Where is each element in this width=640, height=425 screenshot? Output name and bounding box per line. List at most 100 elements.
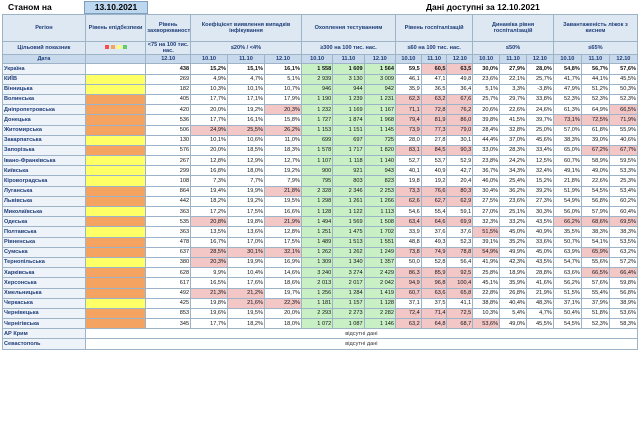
testing-cell: 1 256: [300, 287, 334, 299]
dynamics-cell: 22,1%: [499, 73, 527, 85]
hospital-cell: 65,8: [446, 287, 474, 299]
testing-cell: 1 231: [363, 93, 396, 106]
readiness-swatch: [84, 287, 147, 299]
dynamics-cell: 33,4%: [525, 144, 554, 157]
oxygen-cell: 67,7%: [608, 144, 639, 157]
detection-cell: 19,9%: [227, 256, 265, 269]
target-dynamics: ≤50%: [472, 40, 554, 56]
oxygen-cell: 41,7%: [552, 73, 582, 85]
testing-cell: 1 181: [300, 297, 334, 309]
detection-cell: 20,8%: [190, 216, 229, 228]
readiness-swatch: [84, 185, 147, 197]
dynamics-cell: 43,5%: [525, 256, 554, 269]
dynamics-cell: 33,2%: [499, 216, 527, 228]
table-row: Україна 438 15,2% 15,1% 16,1% 1 558 1 609 1 564…: [2, 63, 639, 75]
testing-cell: 1 072: [300, 318, 334, 330]
oxygen-cell: 54,5%: [552, 318, 582, 330]
date-d2: 11.10: [420, 54, 448, 65]
date-d3: 12.10: [263, 54, 302, 65]
testing-cell: 1 357: [363, 256, 396, 269]
dynamics-cell: 45,5%: [525, 318, 554, 330]
readiness-swatch: [84, 267, 147, 279]
oxygen-cell: 53,6%: [608, 307, 639, 320]
oxygen-cell: 56,8%: [608, 287, 639, 299]
detection-cell: 13,5%: [190, 226, 229, 238]
readiness-swatch: [84, 104, 147, 116]
dynamics-cell: 18,9%: [499, 267, 527, 279]
testing-cell: 944: [332, 83, 365, 95]
incidence-cell: 425: [145, 297, 192, 309]
hospital-cell: 52,8: [420, 256, 448, 269]
incidence-cell: 299: [145, 165, 192, 177]
oxygen-cell: 65,9%: [580, 246, 610, 258]
readiness-swatch: [84, 144, 147, 157]
date-d3: 12.10: [608, 54, 639, 65]
testing-cell: 1 266: [363, 195, 396, 208]
detection-cell: 15,1%: [227, 63, 265, 75]
as-of-date: 13.10.2021: [84, 1, 148, 14]
hospital-cell: 49,3: [420, 236, 448, 248]
hospital-cell: 64,6: [420, 216, 448, 228]
region-name: Сумська: [2, 246, 86, 258]
testing-cell: 1 128: [300, 206, 334, 218]
testing-cell: 1 419: [363, 287, 396, 299]
region-name: Україна: [2, 63, 86, 75]
detection-cell: 11,0%: [263, 134, 302, 146]
hospital-cell: 76,6: [420, 185, 448, 197]
testing-cell: 1 262: [332, 246, 365, 258]
incidence-cell: 535: [145, 216, 192, 228]
testing-cell: 1 153: [300, 124, 334, 136]
detection-cell: 16,5%: [190, 277, 229, 289]
testing-cell: 1 145: [363, 124, 396, 136]
table-row: Полтавська 363 13,5% 13,6% 12,8% 1 251 1 475 1 …: [2, 226, 639, 238]
detection-cell: 26,2%: [263, 124, 302, 136]
dynamics-cell: 28,4%: [472, 124, 501, 136]
readiness-legend: [84, 40, 147, 56]
col-incidence: Рівень захворюваності: [145, 14, 192, 42]
detection-cell: 17,7%: [190, 318, 229, 330]
date-label: Дата: [2, 54, 86, 65]
detection-cell: 19,7%: [263, 287, 302, 299]
hospital-cell: 59,5: [394, 63, 422, 75]
region-name: Вінницька: [2, 83, 86, 95]
testing-cell: 1 087: [332, 318, 365, 330]
dynamics-cell: 45,0%: [525, 246, 554, 258]
detection-cell: 16,6%: [263, 206, 302, 218]
dynamics-cell: 12,5%: [525, 155, 554, 167]
oxygen-cell: 53,4%: [608, 185, 639, 197]
table-row: Хмельницька 492 21,3% 21,2% 19,7% 1 256 1 284 1…: [2, 287, 639, 299]
detection-cell: 10,3%: [190, 83, 229, 95]
table-row: Черкаська 425 19,8% 21,6% 22,3% 1 181 1 157 1 1…: [2, 297, 639, 309]
oxygen-cell: 64,9%: [580, 104, 610, 116]
readiness-swatch: [84, 114, 147, 126]
oxygen-cell: 55,9%: [608, 124, 639, 136]
table-row: Севастополь відсутні дані: [2, 338, 639, 350]
table-row: Івано-Франківська 267 12,8% 12,9% 12,7% 1 107…: [2, 155, 639, 167]
incidence-cell: 628: [145, 267, 192, 279]
hospital-cell: 68,7: [446, 318, 474, 330]
hospital-cell: 72,4: [394, 307, 422, 320]
hospital-cell: 28,0: [394, 134, 422, 146]
incidence-cell: 637: [145, 246, 192, 258]
dynamics-cell: 45,6%: [525, 134, 554, 146]
detection-cell: 21,3%: [190, 287, 229, 299]
detection-cell: 16,1%: [227, 114, 265, 126]
oxygen-cell: 50,4%: [552, 307, 582, 320]
testing-cell: 1 820: [363, 144, 396, 157]
dynamics-cell: 41,6%: [525, 277, 554, 289]
incidence-cell: 108: [145, 175, 192, 187]
oxygen-cell: 61,8%: [580, 124, 610, 136]
date-d2: 11.10: [227, 54, 265, 65]
detection-cell: 7,7%: [227, 175, 265, 187]
dynamics-cell: 39,7%: [525, 114, 554, 126]
dynamics-cell: 32,8%: [499, 124, 527, 136]
testing-cell: 1 513: [332, 236, 365, 248]
testing-cell: 2 282: [363, 307, 396, 320]
hospital-cell: 33,9: [394, 226, 422, 238]
date-d1: 10.10: [190, 54, 229, 65]
dynamics-cell: 46,0%: [472, 175, 501, 187]
incidence-cell: 617: [145, 277, 192, 289]
testing-cell: 2 346: [332, 185, 365, 197]
table-row: Запорізька 576 20,0% 18,5% 18,3% 1 578 1 717 1 …: [2, 144, 639, 157]
table-row: Херсонська 617 16,5% 17,6% 18,6% 2 013 2 017 2 …: [2, 277, 639, 289]
